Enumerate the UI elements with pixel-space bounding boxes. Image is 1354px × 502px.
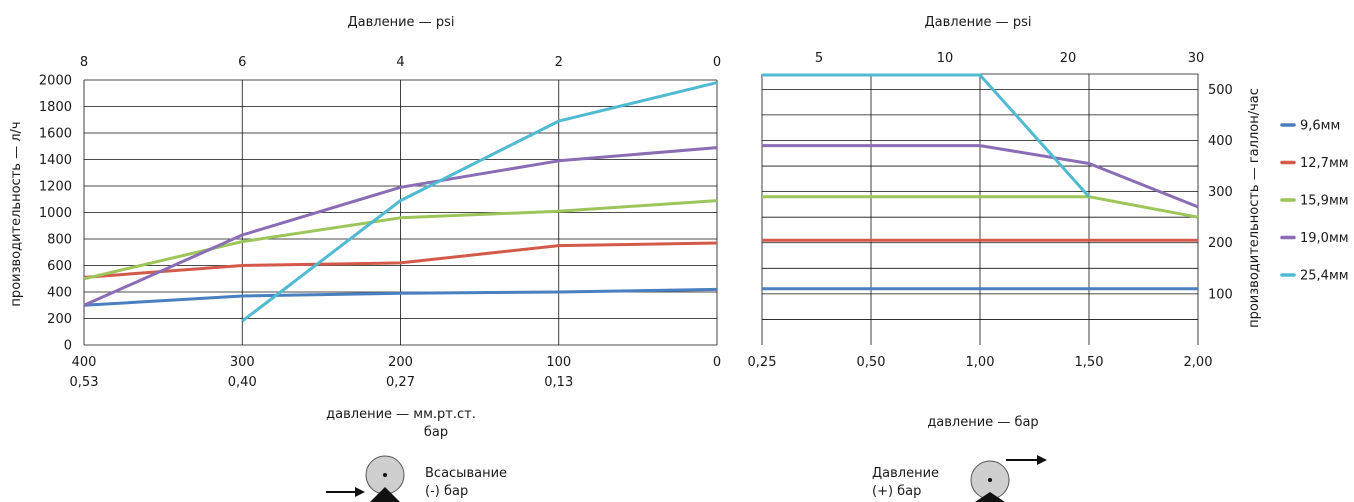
legend-label: 19,0мм (1300, 231, 1349, 246)
y-tick-label: 400 (47, 286, 72, 301)
x-tick-label-bar: 0,40 (228, 375, 257, 390)
top-tick-label: 20 (1060, 51, 1077, 66)
legend-label: 9,6мм (1300, 119, 1340, 134)
right-x-axis-label: давление — бар (927, 415, 1038, 430)
top-tick-label: 10 (937, 51, 954, 66)
left-y-axis-label: производительность — л/ч (9, 121, 24, 306)
top-tick-label: 4 (396, 55, 404, 70)
legend-label: 25,4мм (1300, 269, 1349, 284)
x-tick-label-bar: 0,13 (544, 375, 573, 390)
series-line-15,9мм (83, 199, 718, 281)
y-tick-label: 1600 (39, 127, 72, 142)
suction-pump-icon (326, 455, 405, 502)
right-y-axis-label: производительность — галлон/час (1247, 88, 1262, 328)
left-top-axis-title: Давление — psi (348, 15, 455, 30)
x-tick-label: 200 (388, 355, 413, 370)
top-tick-label: 30 (1188, 51, 1205, 66)
top-tick-label: 2 (555, 55, 563, 70)
x-tick-label: 100 (546, 355, 571, 370)
series-line-25,4мм (241, 81, 718, 323)
x-tick-label: 300 (230, 355, 255, 370)
left-x-axis-label-1: давление — мм.рт.ст. (326, 407, 476, 422)
right-top-axis-title: Давление — psi (925, 15, 1032, 30)
x-tick-label: 0,50 (857, 355, 886, 370)
y-tick-label: 300 (1208, 185, 1233, 200)
x-tick-label: 0,25 (748, 355, 777, 370)
y-tick-label: 1200 (39, 180, 72, 195)
legend-label: 12,7мм (1300, 156, 1349, 171)
x-tick-label: 400 (72, 355, 97, 370)
y-tick-label: 600 (47, 259, 72, 274)
x-tick-label: 0 (713, 355, 721, 370)
pressure-chart: 0,25 0,50 1,00 1,50 2,00 100 200 300 400 500 5 10 20… (748, 51, 1233, 370)
top-tick-label: 5 (815, 51, 823, 66)
top-tick-label: 6 (238, 55, 246, 70)
y-tick-label: 400 (1208, 134, 1233, 149)
series-line-9,6мм (83, 287, 718, 307)
series-line-12,7мм (83, 241, 718, 279)
y-tick-label: 1000 (39, 206, 72, 221)
suction-label-2: (-) бар (425, 484, 468, 499)
pressure-label-2: (+) бар (872, 484, 921, 499)
top-tick-label: 8 (80, 55, 88, 70)
x-tick-label: 1,00 (966, 355, 995, 370)
x-tick-label-bar: 0,27 (386, 375, 415, 390)
x-tick-label: 2,00 (1184, 355, 1213, 370)
y-tick-label: 1800 (39, 100, 72, 115)
y-tick-label: 100 (1208, 287, 1233, 302)
legend: 9,6мм 12,7мм 15,9мм 19,0мм 25,4мм (1280, 119, 1349, 284)
series-line-25,4мм (762, 73, 1091, 198)
legend-label: 15,9мм (1300, 194, 1349, 209)
x-tick-label: 1,50 (1075, 355, 1104, 370)
y-tick-label: 2000 (39, 74, 72, 89)
y-tick-label: 800 (47, 233, 72, 248)
series-line-15,9мм (762, 195, 1199, 219)
y-tick-label: 200 (1208, 236, 1233, 251)
series-line-19,0мм (83, 146, 718, 307)
x-tick-label-bar: 0,53 (70, 375, 99, 390)
top-tick-label: 0 (713, 55, 721, 70)
pressure-label-1: Давление (872, 466, 939, 481)
y-tick-label: 500 (1208, 83, 1233, 98)
y-tick-label: 1400 (39, 153, 72, 168)
suction-chart: 0200400600800100012001400160018002000400… (39, 55, 721, 390)
series-line-19,0мм (762, 144, 1199, 209)
suction-label-1: Всасывание (425, 466, 507, 481)
y-tick-label: 0 (64, 339, 72, 354)
y-tick-label: 200 (47, 312, 72, 327)
pressure-pump-icon (970, 455, 1047, 502)
left-x-axis-label-2: бар (424, 425, 448, 440)
